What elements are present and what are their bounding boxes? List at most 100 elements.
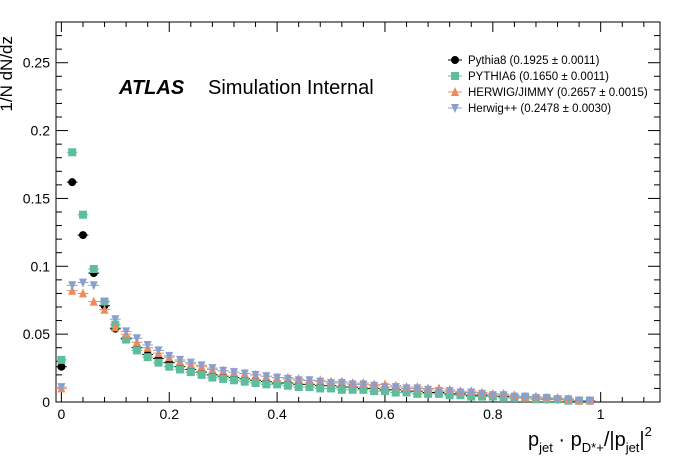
data-point [89,281,98,291]
data-point [154,358,163,367]
data-point [327,384,336,393]
data-point [78,231,87,240]
data-point [305,376,314,386]
data-point [143,341,152,350]
data-point [456,388,465,398]
data-point [348,380,357,390]
x-tick-label: 0.4 [267,406,287,422]
data-point [380,383,389,393]
data-point [370,381,379,391]
data-point [262,372,271,382]
data-point [413,389,422,398]
data-point [100,304,109,314]
data-point [424,385,433,395]
series-markers [56,285,596,405]
data-point [370,387,379,396]
data-point [488,391,497,401]
data-point [445,387,454,397]
x-axis-label: pjet · pD*+/|pjet|2 [528,424,652,455]
data-point [564,395,573,405]
data-point [316,384,325,393]
data-point [413,384,422,394]
data-point [359,385,368,394]
data-point [337,385,346,394]
data-point [251,379,260,387]
series-markers [56,148,596,405]
data-point [78,288,87,298]
data-point [208,373,217,382]
data-point [273,380,282,389]
data-point [451,104,459,113]
data-point [273,373,282,383]
data-point [219,374,228,383]
data-point [451,56,459,64]
axis-ticks: 0 0.2 0.4 0.6 0.8 1 0 0.05 0.1 0.15 0.2 0.25 [23,21,660,422]
data-point [122,327,131,337]
legend-label: PYTHIA6 (0.1650 ± 0.0011) [468,71,609,83]
data-point [89,265,98,273]
data-point [348,385,357,394]
data-point [229,368,238,378]
data-point [122,335,131,344]
legend-entry: Herwig++ (0.2478 ± 0.0030) [448,103,611,115]
data-point [434,387,443,397]
data-point [186,368,195,377]
data-point [100,297,109,307]
data-point [197,361,206,371]
data-point [208,364,217,374]
data-point [553,395,562,405]
data-point [132,334,141,344]
data-point [57,355,66,364]
data-point [327,379,336,388]
x-tick-label: 1 [597,406,605,422]
data-point [219,366,228,376]
y-tick-label: 0.1 [31,258,51,274]
legend: Pythia8 (0.1925 ± 0.0011) PYTHIA6 (0.1650… [448,55,648,115]
series-markers [56,178,596,405]
y-tick-label: 0 [42,394,50,410]
data-point [186,358,195,368]
data-point [78,210,87,219]
data-point [240,377,249,386]
data-point [68,148,77,157]
data-point [451,87,459,96]
data-point [111,322,120,332]
data-point [499,391,508,401]
legend-entry: Pythia8 (0.1925 ± 0.0011) [448,55,600,67]
data-point [68,178,77,187]
data-point [402,384,411,394]
data-point [521,392,530,402]
series-markers [56,278,596,406]
data-point [229,376,238,385]
data-point [57,383,66,393]
data-point [542,393,551,403]
data-point [585,396,594,406]
data-markers [56,148,596,406]
data-point [57,362,66,371]
data-point [510,392,519,402]
data-point [78,278,87,288]
data-point [176,355,185,365]
legend-label: Pythia8 (0.1925 ± 0.0011) [468,55,600,67]
data-point [316,377,325,387]
data-point [132,346,141,355]
legend-entry: HERWIG/JIMMY (0.2657 ± 0.0015) [448,87,648,99]
data-point [165,351,174,361]
data-point [111,315,120,325]
data-point [294,383,303,392]
atlas-label: ATLAS [118,77,185,99]
legend-label: Herwig++ (0.2478 ± 0.0030) [468,103,611,115]
data-point [575,396,584,406]
data-point [391,388,400,397]
x-tick-label: 0.2 [160,406,180,422]
simulation-internal-label: Simulation Internal [208,77,374,99]
y-tick-label: 0.25 [23,55,50,71]
data-point [251,370,260,380]
data-point [154,346,163,356]
data-point [391,383,400,393]
data-point [165,362,174,371]
y-tick-label: 0.05 [23,326,50,342]
legend-label: HERWIG/JIMMY (0.2657 ± 0.0015) [468,87,648,99]
data-point [197,370,206,379]
